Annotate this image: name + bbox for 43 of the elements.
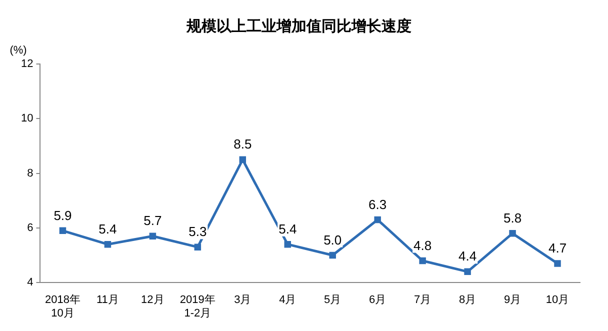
x-tick-label: 4月 (279, 294, 296, 306)
x-tick-label: 8月 (458, 294, 476, 306)
x-tick-label: 11月 (96, 294, 119, 306)
x-tick-label: 5月 (324, 294, 342, 306)
x-tick-label: 3月 (234, 294, 252, 306)
point (59, 227, 66, 234)
data-label: 4.7 (548, 240, 567, 256)
y-tick-label: 8 (27, 167, 34, 180)
y-axis-title: (%) (10, 44, 27, 57)
data-label: 5.3 (188, 224, 207, 240)
point (374, 216, 381, 224)
data-label: 5.7 (144, 213, 162, 228)
x-tick-label: 2018年 10月 (44, 294, 80, 320)
y-tick-label: 6 (27, 222, 34, 234)
data-label: 4.8 (414, 238, 432, 253)
point (419, 257, 426, 264)
point (149, 232, 156, 240)
point (464, 268, 471, 276)
data-label: 4.4 (458, 248, 477, 264)
point (509, 230, 516, 237)
data-label: 5.4 (278, 221, 297, 236)
x-tick-label: 10月 (546, 294, 570, 306)
point (554, 260, 561, 267)
data-label: 5.9 (54, 208, 72, 223)
point (239, 156, 246, 164)
y-tick-label: 12 (20, 58, 34, 70)
point (104, 240, 112, 248)
x-tick-label: 12月 (141, 294, 164, 306)
data-label: 5.4 (98, 221, 117, 236)
y-tick-label: 4 (27, 276, 34, 289)
x-tick-label: 6月 (369, 294, 386, 306)
point (284, 240, 291, 248)
data-label: 6.3 (368, 196, 387, 212)
data-label: 5.8 (503, 210, 522, 226)
point (194, 244, 202, 250)
x-tick-label: 2019年 1-2月 (180, 294, 216, 320)
x-tick-label: 7月 (414, 294, 432, 306)
point (329, 252, 336, 259)
x-tick-label: 9月 (504, 294, 522, 306)
data-label: 8.5 (234, 136, 252, 152)
chart-title: 规模以上工业增加值同比增长速度 (186, 17, 412, 36)
y-tick-label: 10 (20, 112, 34, 125)
data-label: 5.0 (324, 232, 342, 248)
